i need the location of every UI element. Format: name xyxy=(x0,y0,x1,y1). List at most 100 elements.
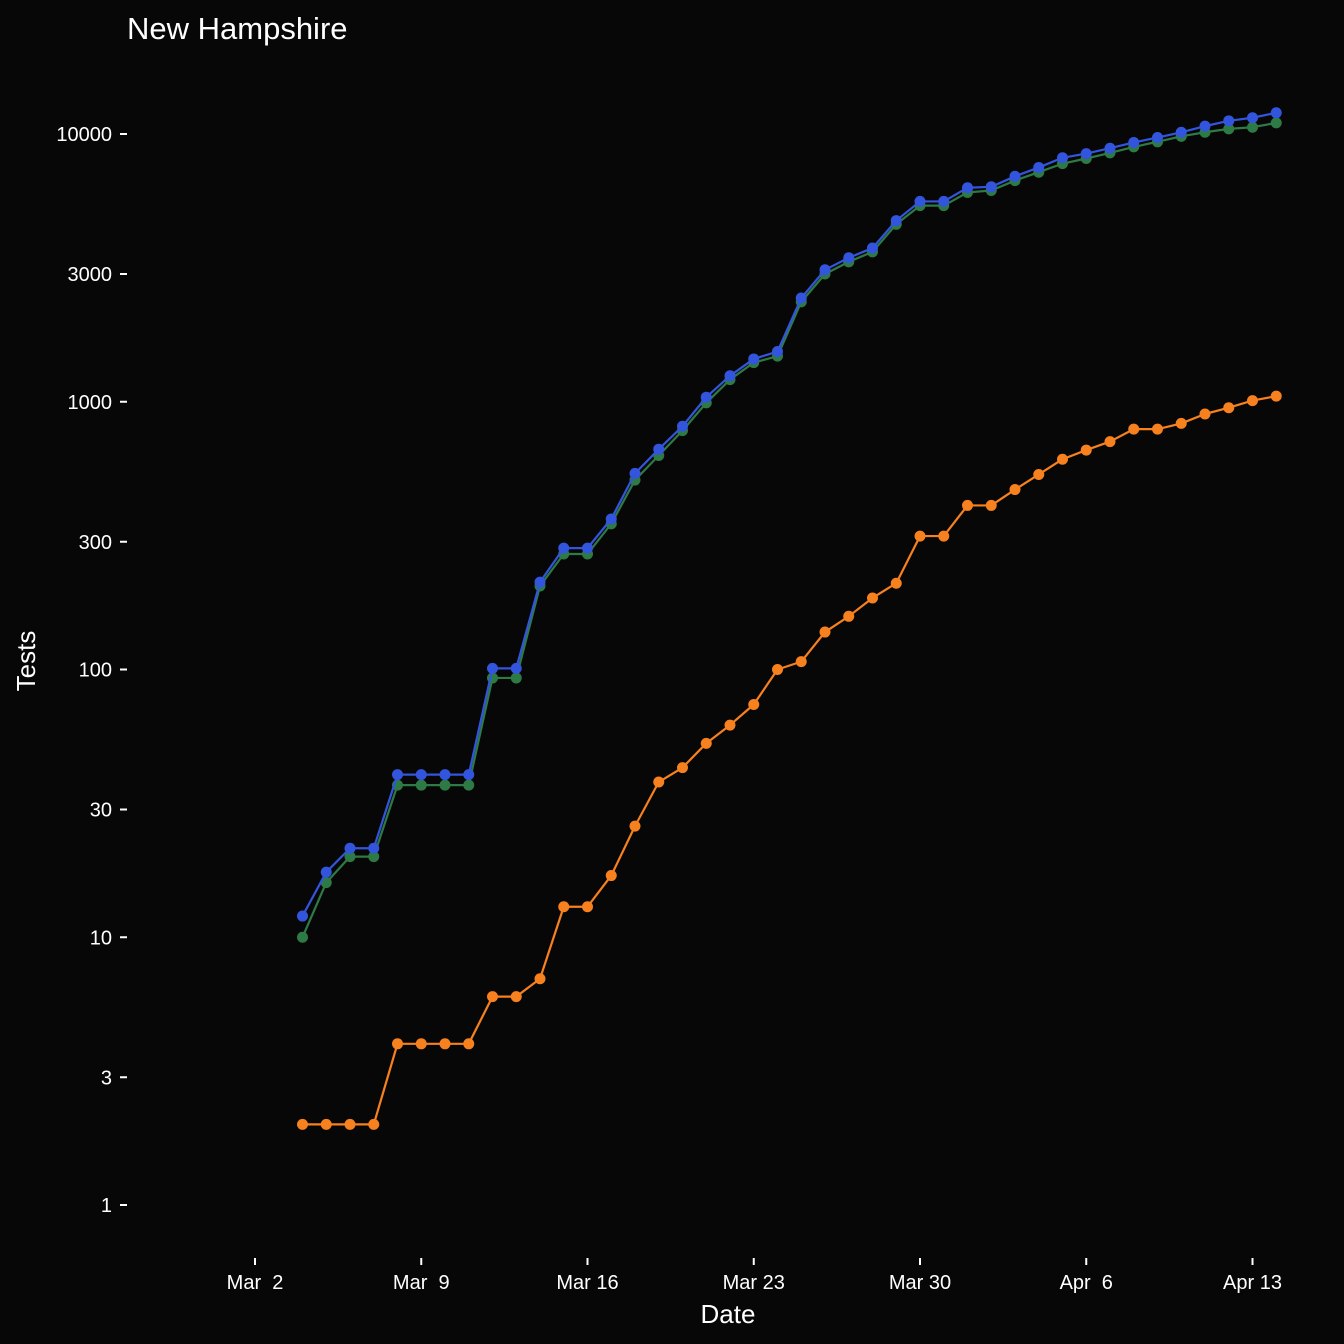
series-line xyxy=(301,121,1277,938)
data-point xyxy=(320,866,332,878)
series-3 xyxy=(297,390,1282,1130)
data-point xyxy=(819,626,831,638)
data-point xyxy=(1199,120,1211,132)
data-point xyxy=(985,499,997,511)
data-point xyxy=(653,776,665,788)
data-point xyxy=(1104,142,1116,154)
data-point xyxy=(297,931,308,943)
data-point xyxy=(1033,468,1045,480)
data-point xyxy=(344,1118,356,1130)
data-point xyxy=(415,1038,427,1050)
data-point xyxy=(463,779,475,791)
data-point xyxy=(1175,126,1187,138)
data-point xyxy=(1057,453,1068,465)
data-point xyxy=(795,292,807,304)
data-point xyxy=(487,991,498,1003)
data-point xyxy=(1223,123,1235,135)
data-point xyxy=(1128,136,1140,148)
y-tick-label: 100 xyxy=(79,660,112,682)
data-point xyxy=(1104,436,1116,448)
data-point xyxy=(1152,423,1163,435)
data-point xyxy=(1199,408,1211,420)
x-axis-title: Date xyxy=(701,1299,756,1329)
data-point xyxy=(1057,152,1068,164)
y-tick-label: 10000 xyxy=(56,124,112,146)
data-point xyxy=(677,420,688,432)
plot-area xyxy=(297,107,1282,1130)
x-tick-label: Mar 2 xyxy=(227,1272,284,1294)
data-point xyxy=(629,820,641,832)
data-point xyxy=(439,1038,451,1050)
data-point xyxy=(700,391,712,403)
data-point xyxy=(1247,121,1258,133)
data-point xyxy=(1270,107,1282,119)
data-point xyxy=(510,672,522,684)
y-axis: 1 3 10 30 100 300 1000 3000 10000 xyxy=(56,124,127,1217)
data-point xyxy=(1080,444,1092,456)
data-point xyxy=(890,215,902,227)
data-point xyxy=(344,842,356,854)
data-point xyxy=(534,973,546,985)
data-point xyxy=(534,576,546,588)
data-point xyxy=(1247,112,1258,124)
data-point xyxy=(510,662,522,674)
data-point xyxy=(368,1118,380,1130)
data-point xyxy=(962,499,973,511)
data-point xyxy=(843,610,855,622)
data-point xyxy=(415,779,427,791)
data-point xyxy=(748,353,760,365)
data-point xyxy=(1009,170,1021,182)
data-point xyxy=(938,195,950,207)
data-point xyxy=(629,467,641,479)
y-tick-label: 3000 xyxy=(68,264,113,286)
data-point xyxy=(653,443,665,455)
data-point xyxy=(510,991,522,1003)
data-point xyxy=(748,699,760,711)
data-point xyxy=(914,530,926,542)
data-point xyxy=(582,901,593,913)
data-point xyxy=(392,1038,403,1050)
x-tick-label: Mar 9 xyxy=(393,1272,450,1294)
data-point xyxy=(558,901,570,913)
series-line xyxy=(302,394,1277,1126)
data-point xyxy=(582,542,593,554)
data-point xyxy=(795,656,807,668)
data-point xyxy=(1128,423,1140,435)
data-point xyxy=(724,719,736,731)
y-tick-label: 30 xyxy=(90,800,112,822)
data-point xyxy=(962,182,973,194)
y-tick-label: 1 xyxy=(101,1195,112,1217)
data-point xyxy=(1247,395,1258,407)
data-point xyxy=(914,195,926,207)
data-point xyxy=(297,910,308,922)
data-point xyxy=(819,264,831,276)
data-point xyxy=(320,1118,332,1130)
data-point xyxy=(1270,390,1282,402)
data-point xyxy=(1223,402,1235,414)
data-point xyxy=(320,877,332,889)
data-point xyxy=(605,513,617,525)
y-tick-label: 10 xyxy=(90,927,112,949)
data-point xyxy=(724,370,736,382)
data-point xyxy=(1080,148,1092,160)
x-tick-label: Mar 30 xyxy=(889,1272,951,1294)
data-point xyxy=(938,530,950,542)
y-tick-label: 1000 xyxy=(68,392,113,414)
data-point xyxy=(772,346,783,358)
data-point xyxy=(463,1038,475,1050)
data-point xyxy=(1009,484,1021,496)
x-tick-label: Apr 6 xyxy=(1060,1272,1113,1294)
data-point xyxy=(392,769,403,781)
data-point xyxy=(772,664,783,675)
data-point xyxy=(368,851,380,863)
x-tick-label: Mar 23 xyxy=(723,1272,785,1294)
chart-title: New Hampshire xyxy=(127,11,348,46)
y-tick-label: 300 xyxy=(79,532,112,554)
data-point xyxy=(700,737,712,749)
data-point xyxy=(1033,161,1045,173)
data-point xyxy=(558,542,570,554)
data-point xyxy=(487,662,498,674)
data-point xyxy=(1152,132,1163,144)
data-point xyxy=(843,252,855,264)
